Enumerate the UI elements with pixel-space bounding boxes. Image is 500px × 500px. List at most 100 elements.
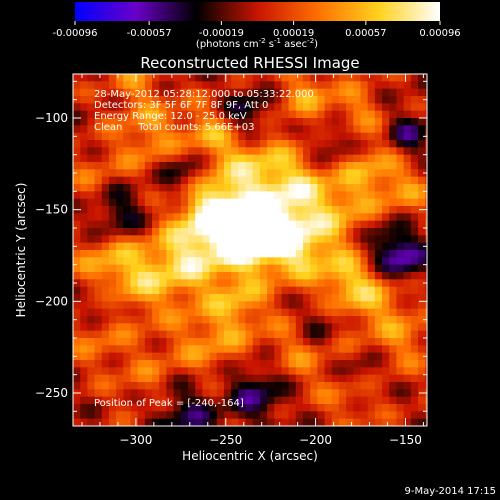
heatmap-cell	[418, 316, 426, 324]
heatmap-cell	[123, 374, 132, 383]
heatmap-cell	[195, 286, 203, 295]
heatmap-cell	[396, 81, 405, 90]
heatmap-cell	[317, 206, 326, 214]
heatmap-cell	[202, 74, 211, 82]
heatmap-cell	[295, 103, 304, 112]
heatmap-cell	[346, 162, 354, 170]
heatmap-cell	[288, 169, 297, 178]
heatmap-cell	[166, 162, 175, 170]
heatmap-cell	[259, 382, 268, 390]
heatmap-cell	[425, 301, 427, 310]
heatmap-cell	[80, 323, 88, 332]
heatmap-cell	[331, 242, 340, 251]
heatmap-cell	[173, 257, 182, 266]
heatmap-cell	[195, 264, 203, 273]
heatmap-cell	[245, 110, 254, 119]
heatmap-cell	[202, 389, 211, 398]
heatmap-cell	[382, 250, 390, 258]
heatmap-cell	[108, 367, 117, 376]
heatmap-cell	[101, 250, 110, 258]
heatmap-cell	[231, 374, 239, 383]
heatmap-cell	[73, 147, 81, 156]
heatmap-cell	[403, 294, 412, 302]
heatmap-cell	[317, 198, 326, 207]
heatmap-cell	[231, 235, 239, 244]
heatmap-cell	[274, 338, 283, 346]
heatmap-cell	[396, 132, 405, 141]
heatmap-cell	[238, 213, 247, 222]
heatmap-cell	[195, 96, 203, 104]
heatmap-cell	[317, 338, 326, 346]
heatmap-cell	[389, 382, 398, 390]
heatmap-cell	[245, 367, 254, 376]
heatmap-cell	[116, 125, 124, 134]
heatmap-cell	[87, 206, 96, 214]
heatmap-cell	[317, 228, 326, 236]
heatmap-cell	[281, 250, 290, 258]
heatmap-cell	[87, 338, 96, 346]
heatmap-cell	[216, 132, 225, 141]
heatmap-cell	[353, 88, 362, 97]
heatmap-cell	[209, 103, 218, 112]
heatmap-cell	[231, 154, 239, 163]
heatmap-cell	[403, 411, 412, 420]
heatmap-cell	[144, 330, 153, 339]
heatmap-cell	[137, 74, 146, 82]
heatmap-cell	[238, 191, 247, 200]
heatmap-cell	[389, 140, 398, 148]
heatmap-cell	[310, 345, 318, 354]
heatmap-cell	[173, 147, 182, 156]
heatmap-cell	[374, 132, 383, 141]
heatmap-cell	[331, 213, 340, 222]
heatmap-cell	[281, 286, 290, 295]
heatmap-cell	[130, 389, 139, 398]
heatmap-cell	[173, 345, 182, 354]
heatmap-cell	[346, 389, 354, 398]
heatmap-cell	[331, 228, 340, 236]
heatmap-cell	[166, 184, 175, 192]
heatmap-cell	[396, 301, 405, 310]
heatmap-cell	[317, 301, 326, 310]
heatmap-cell	[338, 132, 347, 141]
heatmap-cell	[382, 88, 390, 97]
heatmap-cell	[238, 228, 247, 236]
heatmap-cell	[281, 411, 290, 420]
heatmap-cell	[418, 367, 426, 376]
heatmap-cell	[324, 103, 333, 112]
heatmap-cell	[202, 264, 211, 273]
heatmap-cell	[353, 308, 362, 317]
heatmap-cell	[303, 103, 311, 112]
heatmap-cell	[338, 389, 347, 398]
heatmap-cell	[324, 220, 333, 229]
heatmap-cell	[403, 110, 412, 119]
heatmap-cell	[245, 411, 254, 420]
heatmap-cell	[166, 374, 175, 383]
heatmap-cell	[259, 316, 268, 324]
heatmap-cell	[396, 352, 405, 361]
heatmap-cell	[73, 396, 81, 405]
heatmap-cell	[245, 81, 254, 90]
heatmap-cell	[73, 191, 81, 200]
heatmap-cell	[267, 169, 275, 178]
heatmap-cell	[144, 103, 153, 112]
heatmap-cell	[274, 191, 283, 200]
heatmap-cell	[295, 176, 304, 185]
heatmap-cell	[403, 147, 412, 156]
heatmap-cell	[166, 103, 175, 112]
heatmap-cell	[238, 110, 247, 119]
heatmap-cell	[159, 228, 168, 236]
heatmap-cell	[425, 103, 427, 112]
heatmap-cell	[267, 191, 275, 200]
heatmap-cell	[338, 367, 347, 376]
heatmap-cell	[259, 125, 268, 134]
heatmap-cell	[317, 147, 326, 156]
heatmap-cell	[173, 374, 182, 383]
heatmap-cell	[101, 118, 110, 126]
heatmap-cell	[267, 330, 275, 339]
heatmap-cell	[216, 250, 225, 258]
heatmap-cell	[188, 184, 196, 192]
heatmap-cell	[130, 360, 139, 368]
heatmap-cell	[389, 147, 398, 156]
heatmap-cell	[396, 235, 405, 244]
heatmap-cell	[137, 411, 146, 420]
